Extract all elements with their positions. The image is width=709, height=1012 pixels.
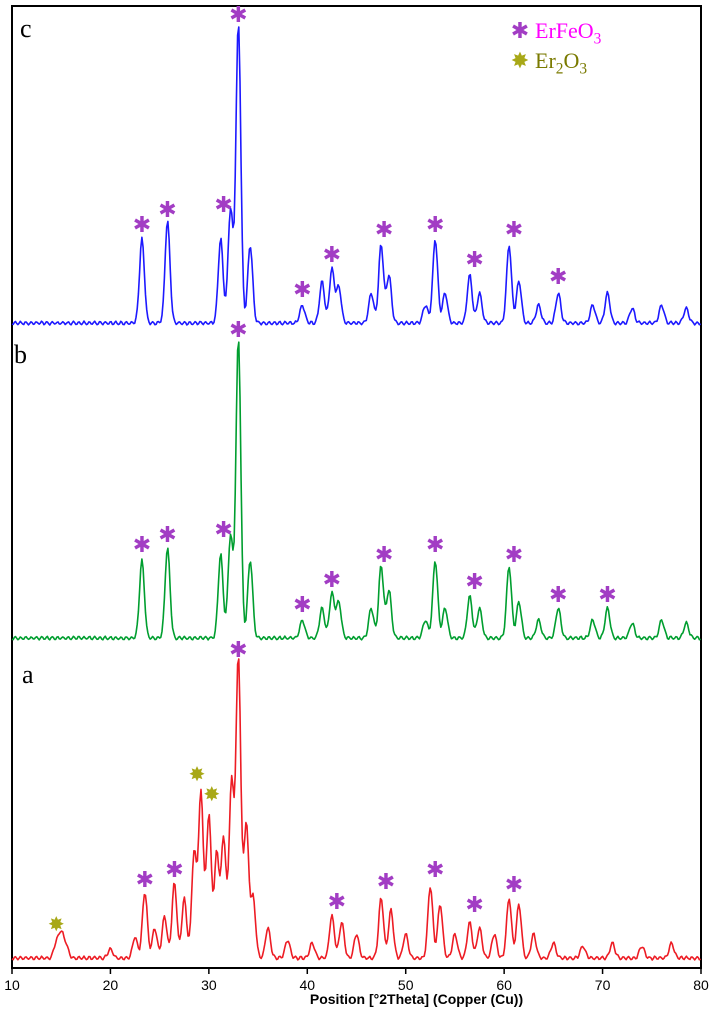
- xrd-chart: 1020304050607080Position [°2Theta] (Copp…: [0, 0, 709, 1007]
- svg-text:Position [°2Theta] (Copper (Cu: Position [°2Theta] (Copper (Cu)): [310, 991, 523, 1007]
- legend-item-er2o3: ✸Er2O3: [505, 48, 601, 78]
- panel-label-b: b: [14, 340, 27, 370]
- plot-svg: 1020304050607080Position [°2Theta] (Copp…: [0, 0, 709, 1007]
- svg-text:10: 10: [4, 977, 20, 993]
- legend-item-erfeo3: ✱ErFeO3: [505, 18, 601, 48]
- svg-text:30: 30: [201, 977, 217, 993]
- svg-text:20: 20: [103, 977, 119, 993]
- legend: ✱ErFeO3✸Er2O3: [505, 18, 601, 79]
- panel-label-a: a: [22, 660, 34, 690]
- svg-text:80: 80: [693, 977, 709, 993]
- panel-label-c: c: [20, 14, 32, 44]
- svg-text:70: 70: [595, 977, 611, 993]
